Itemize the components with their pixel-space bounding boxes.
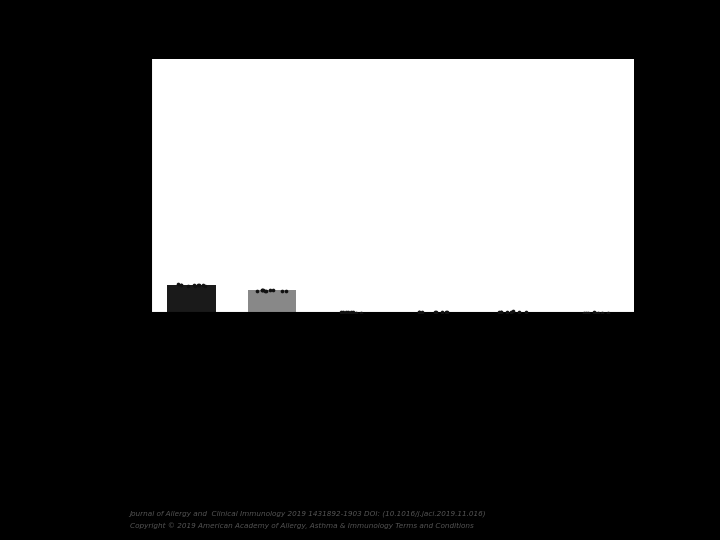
Point [260, 287, 271, 295]
Point [441, 308, 453, 316]
Point [495, 307, 507, 316]
Point [495, 308, 506, 316]
Point [430, 308, 441, 316]
Point [441, 308, 452, 317]
Text: Detergent A: Detergent A [390, 375, 474, 389]
Point [256, 286, 268, 294]
Point [260, 286, 271, 295]
Point [355, 308, 366, 317]
Point [501, 308, 513, 316]
Point [593, 308, 604, 317]
Point [505, 308, 517, 316]
Point [430, 308, 441, 317]
Text: Journal of Allergy and  Clinical Immunology 2019 1431892-1903 DOI: (10.1016/j.ja: Journal of Allergy and Clinical Immunolo… [130, 510, 486, 517]
Point [589, 308, 600, 317]
Point [340, 308, 351, 317]
Bar [489, 312, 537, 313]
Point [336, 308, 347, 317]
Point [520, 307, 531, 316]
Point [342, 308, 354, 316]
Point [596, 308, 608, 317]
Point [513, 307, 524, 316]
Point [493, 308, 505, 316]
Y-axis label: Endotoxin level [ng/ml]: Endotoxin level [ng/ml] [92, 105, 106, 267]
Text: Rinse residue: Rinse residue [185, 375, 279, 389]
Text: Copyright © 2019 American Academy of Allergy, Asthma & Immunology Terms and Cond: Copyright © 2019 American Academy of All… [130, 522, 473, 529]
Point [281, 287, 292, 295]
Point [175, 280, 186, 289]
Point [172, 280, 184, 288]
Bar [167, 285, 215, 313]
Bar [248, 291, 296, 313]
Point [413, 308, 424, 316]
Point [193, 281, 204, 289]
Point [580, 309, 592, 318]
Point [507, 307, 518, 316]
Point [264, 286, 276, 294]
Point [276, 286, 288, 295]
Point [347, 308, 359, 316]
Point [189, 281, 200, 289]
Point [350, 308, 361, 317]
Point [267, 286, 279, 295]
Point [417, 308, 428, 316]
Point [251, 287, 263, 295]
Text: Distilled water: Distilled water [586, 354, 600, 454]
Point [189, 281, 200, 290]
Point [345, 308, 356, 317]
Point [602, 308, 613, 317]
Bar [408, 312, 456, 313]
Point [197, 281, 209, 289]
Text: Fig E2: Fig E2 [337, 19, 383, 34]
Point [588, 308, 600, 317]
Point [257, 286, 269, 295]
Point [192, 281, 204, 289]
Point [436, 308, 448, 316]
Point [181, 281, 193, 290]
Point [413, 308, 425, 316]
Point [337, 308, 348, 317]
Point [582, 308, 593, 317]
Point [256, 286, 268, 294]
Point [199, 281, 211, 290]
Point [175, 280, 186, 289]
Point [578, 309, 590, 318]
